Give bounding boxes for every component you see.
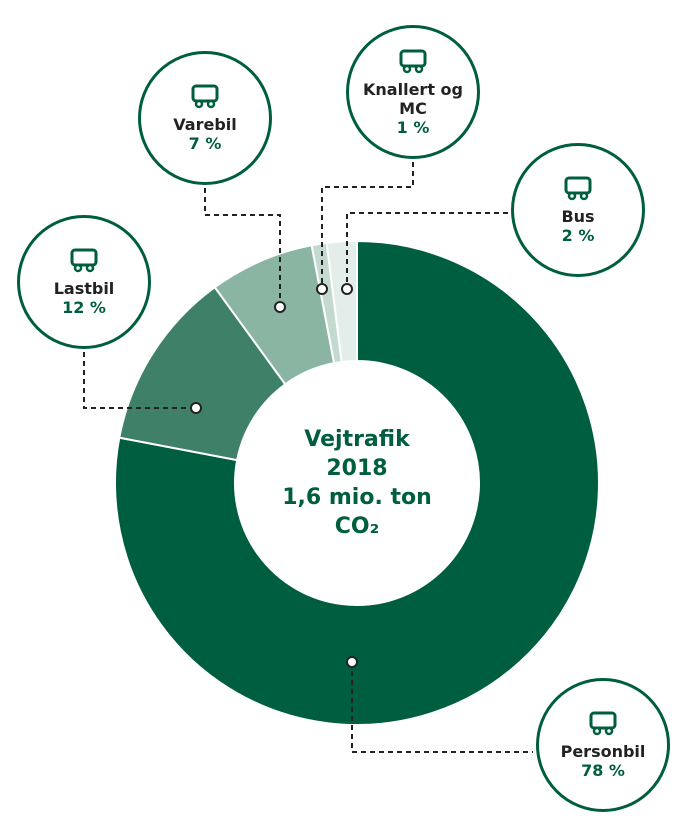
vehicle-icon — [399, 49, 427, 73]
center-line: Vejtrafik — [304, 427, 410, 452]
category-bubble: Bus 2 % — [511, 143, 645, 277]
leader-dot — [346, 656, 358, 668]
leader-dot — [341, 283, 353, 295]
category-name: Knallert og MC — [363, 79, 463, 118]
leader-dot — [316, 283, 328, 295]
icon-body — [564, 176, 592, 195]
category-bubble: Knallert og MC 1 % — [346, 25, 480, 159]
center-line: 1,6 mio. ton — [282, 485, 432, 510]
vehicle-icon — [191, 84, 219, 109]
icon-body — [399, 49, 427, 67]
leader-dot — [274, 301, 286, 313]
center-label: Vejtrafik 2018 1,6 mio. ton CO₂ — [257, 425, 457, 541]
icon-wheel — [604, 726, 614, 736]
icon-wheel — [73, 263, 83, 273]
value-label: 1 % — [396, 117, 430, 137]
value-label: 2 % — [561, 226, 595, 245]
category-name: Personbil — [560, 742, 646, 761]
category-name: Lastbil — [53, 279, 115, 298]
category-bubble: Lastbil 12 % — [17, 215, 151, 349]
leader-line — [321, 162, 414, 289]
donut-slice — [114, 239, 600, 726]
vehicle-icon — [70, 248, 98, 273]
vehicle-icon — [589, 711, 617, 736]
leader-line — [83, 352, 196, 409]
center-line: CO₂ — [334, 514, 380, 539]
icon-wheel — [567, 191, 577, 201]
leader-line — [204, 188, 281, 307]
icon-body — [70, 248, 98, 267]
icon-wheel — [206, 99, 216, 109]
icon-wheel — [194, 99, 204, 109]
icon-wheel — [579, 191, 589, 201]
leader-line — [351, 662, 533, 753]
value-label: 12 % — [62, 298, 106, 317]
value-label: 78 % — [581, 761, 625, 780]
donut-slice — [118, 285, 287, 462]
value-label: 7 % — [188, 134, 222, 153]
category-name: Bus — [561, 207, 595, 226]
icon-wheel — [402, 64, 412, 73]
category-bubble: Varebil 7 % — [138, 51, 272, 185]
center-line: 2018 — [326, 456, 388, 481]
category-name: Varebil — [173, 115, 237, 134]
leader-dot — [190, 402, 202, 414]
icon-body — [191, 84, 219, 103]
vehicle-icon — [564, 176, 592, 201]
icon-wheel — [414, 64, 424, 73]
icon-body — [589, 711, 617, 730]
icon-wheel — [85, 263, 95, 273]
donut-slice — [325, 239, 358, 364]
icon-wheel — [592, 726, 602, 736]
category-bubble: Personbil 78 % — [536, 678, 670, 812]
leader-line — [346, 212, 508, 289]
